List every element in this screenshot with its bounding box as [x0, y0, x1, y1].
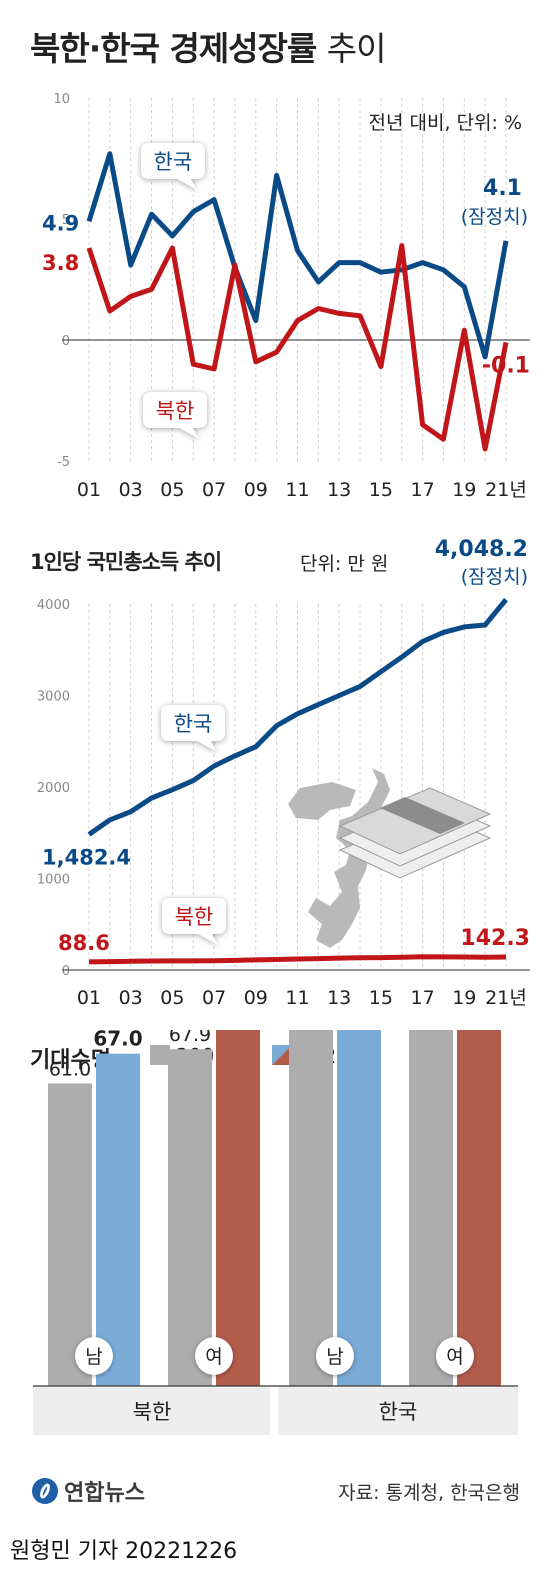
x-tick-label: 07 [202, 987, 226, 1009]
bar-2021 [457, 1030, 501, 1386]
bar-2001-label: 67.9 [169, 1030, 211, 1046]
gni-unit-label: 단위: 만 원 [300, 553, 389, 575]
y-tick-label: 3000 [37, 690, 70, 705]
x-tick-label: 15 [369, 987, 393, 1009]
bar-2001 [168, 1049, 212, 1386]
gni-chart-title: 1인당 국민총소득 추이 [30, 550, 222, 574]
korea-gni-start-label: 1,482.4 [42, 845, 131, 869]
korea-map-illustration [288, 768, 492, 948]
y-tick-label: 0 [62, 964, 70, 979]
nk-gni-bubble-shape [162, 898, 226, 945]
legend-swatch-2021 [272, 1045, 292, 1065]
gender-label: 여 [446, 1346, 463, 1368]
korea-start-label: 4.9 [42, 211, 79, 235]
growth-chart: 10 5 0 -5 01 03 05 07 09 11 13 15 17 19 21년 4.9 3.8 4.1 (잠… [42, 92, 530, 501]
gender-label: 남 [326, 1346, 343, 1368]
page-title: 북한·한국 경제성장률 추이 [30, 29, 386, 68]
yonhap-logo-icon [32, 1478, 58, 1504]
korea-gni-bubble-shape [161, 705, 225, 752]
nk-start-label: 3.8 [42, 251, 79, 275]
y-tick-label: 1000 [37, 873, 70, 888]
y-tick-label: 4000 [37, 598, 70, 613]
bar-2021-label: 67.0 [93, 1030, 142, 1051]
x-tick-label: 09 [244, 987, 268, 1009]
x-tick-label: 11 [285, 987, 309, 1009]
nk-bubble-text: 북한 [156, 399, 195, 423]
x-tick-label: 09 [244, 479, 268, 501]
bar-2021 [96, 1053, 140, 1386]
x-tick-label: 07 [202, 479, 226, 501]
bar-2001 [289, 1030, 333, 1386]
y-tick-label: 10 [53, 92, 70, 107]
nk-gni-bubble: 북한 [162, 898, 226, 945]
x-tick-label: 13 [327, 987, 351, 1009]
korea-gni-bubble: 한국 [161, 705, 225, 752]
gender-badge [436, 1337, 474, 1375]
bar-2001 [409, 1030, 453, 1386]
korea-bubble-shape [141, 143, 205, 190]
x-tick-label: 03 [119, 987, 143, 1009]
korea-gni-end-label: 4,048.2 [435, 537, 528, 562]
x-tick-label: 15 [369, 479, 393, 501]
country-band-nk [33, 1387, 270, 1435]
gender-badge [75, 1337, 113, 1375]
gni-chart: 4000 3000 2000 1000 0 01 03 05 07 09 11 13 15 17 19 21년… [37, 537, 530, 1009]
gender-badge [316, 1337, 354, 1375]
nk-bubble: 북한 [143, 392, 207, 439]
x-tick-label: 01 [77, 479, 101, 501]
yonhap-logo: 연합뉴스 [32, 1475, 145, 1507]
korea-gni-end-note: (잠정치) [461, 566, 528, 588]
x-tick-label: 21년 [485, 479, 527, 501]
korea-map-shape [288, 768, 390, 948]
bar-2021 [337, 1030, 381, 1386]
x-tick-label: 11 [285, 479, 309, 501]
x-tick-label: 05 [160, 479, 184, 501]
source-note: 자료: 통계청, 한국은행 [338, 1482, 520, 1504]
x-tick-label: 01 [77, 987, 101, 1009]
korea-end-label: 4.1 [483, 176, 522, 201]
korea-gni-bubble-text: 한국 [174, 712, 213, 736]
nk-end-label: -0.1 [482, 353, 530, 378]
gender-label: 남 [85, 1346, 102, 1368]
x-tick-label: 17 [411, 987, 435, 1009]
bar-2021 [216, 1030, 260, 1386]
legend-swatch-2021-female [272, 1045, 292, 1065]
x-tick-label: 19 [452, 987, 476, 1009]
gender-badge [195, 1337, 233, 1375]
y-tick-label: 2000 [37, 781, 70, 796]
bar-2001 [48, 1083, 92, 1386]
korea-bubble-text: 한국 [154, 150, 193, 174]
nk-gni-start-label: 88.6 [58, 931, 110, 955]
nk-bubble-shape [143, 392, 207, 439]
legend-swatch-2001 [150, 1045, 170, 1065]
nk-gni-end-label: 142.3 [460, 926, 530, 951]
growth-unit-label: 전년 대비, 단위: % [368, 112, 523, 134]
nk-gni-bubble-text: 북한 [175, 905, 214, 929]
country-band-korea [278, 1387, 518, 1435]
country-label-korea: 한국 [379, 1400, 418, 1424]
korea-bubble: 한국 [141, 143, 205, 190]
gender-label: 여 [205, 1346, 222, 1368]
korea-end-note: (잠정치) [461, 206, 528, 228]
x-tick-label: 03 [119, 479, 143, 501]
money-band-icon [380, 797, 465, 834]
x-tick-label: 05 [160, 987, 184, 1009]
y-tick-label: 5 [62, 213, 70, 228]
x-tick-label: 21년 [485, 987, 527, 1009]
x-tick-label: 19 [452, 479, 476, 501]
x-tick-label: 13 [327, 479, 351, 501]
country-label-nk: 북한 [133, 1400, 172, 1424]
bar-2001-label: 61.0 [49, 1058, 91, 1080]
y-tick-label: -5 [57, 455, 70, 470]
life-expectancy-chart: 2001년2021년61.067.0남67.973.8여72.980.9남80.… [33, 1030, 518, 1435]
y-tick-label: 0 [62, 334, 70, 349]
byline: 원형민 기자 20221226 [10, 1539, 238, 1564]
x-tick-label: 17 [411, 479, 435, 501]
